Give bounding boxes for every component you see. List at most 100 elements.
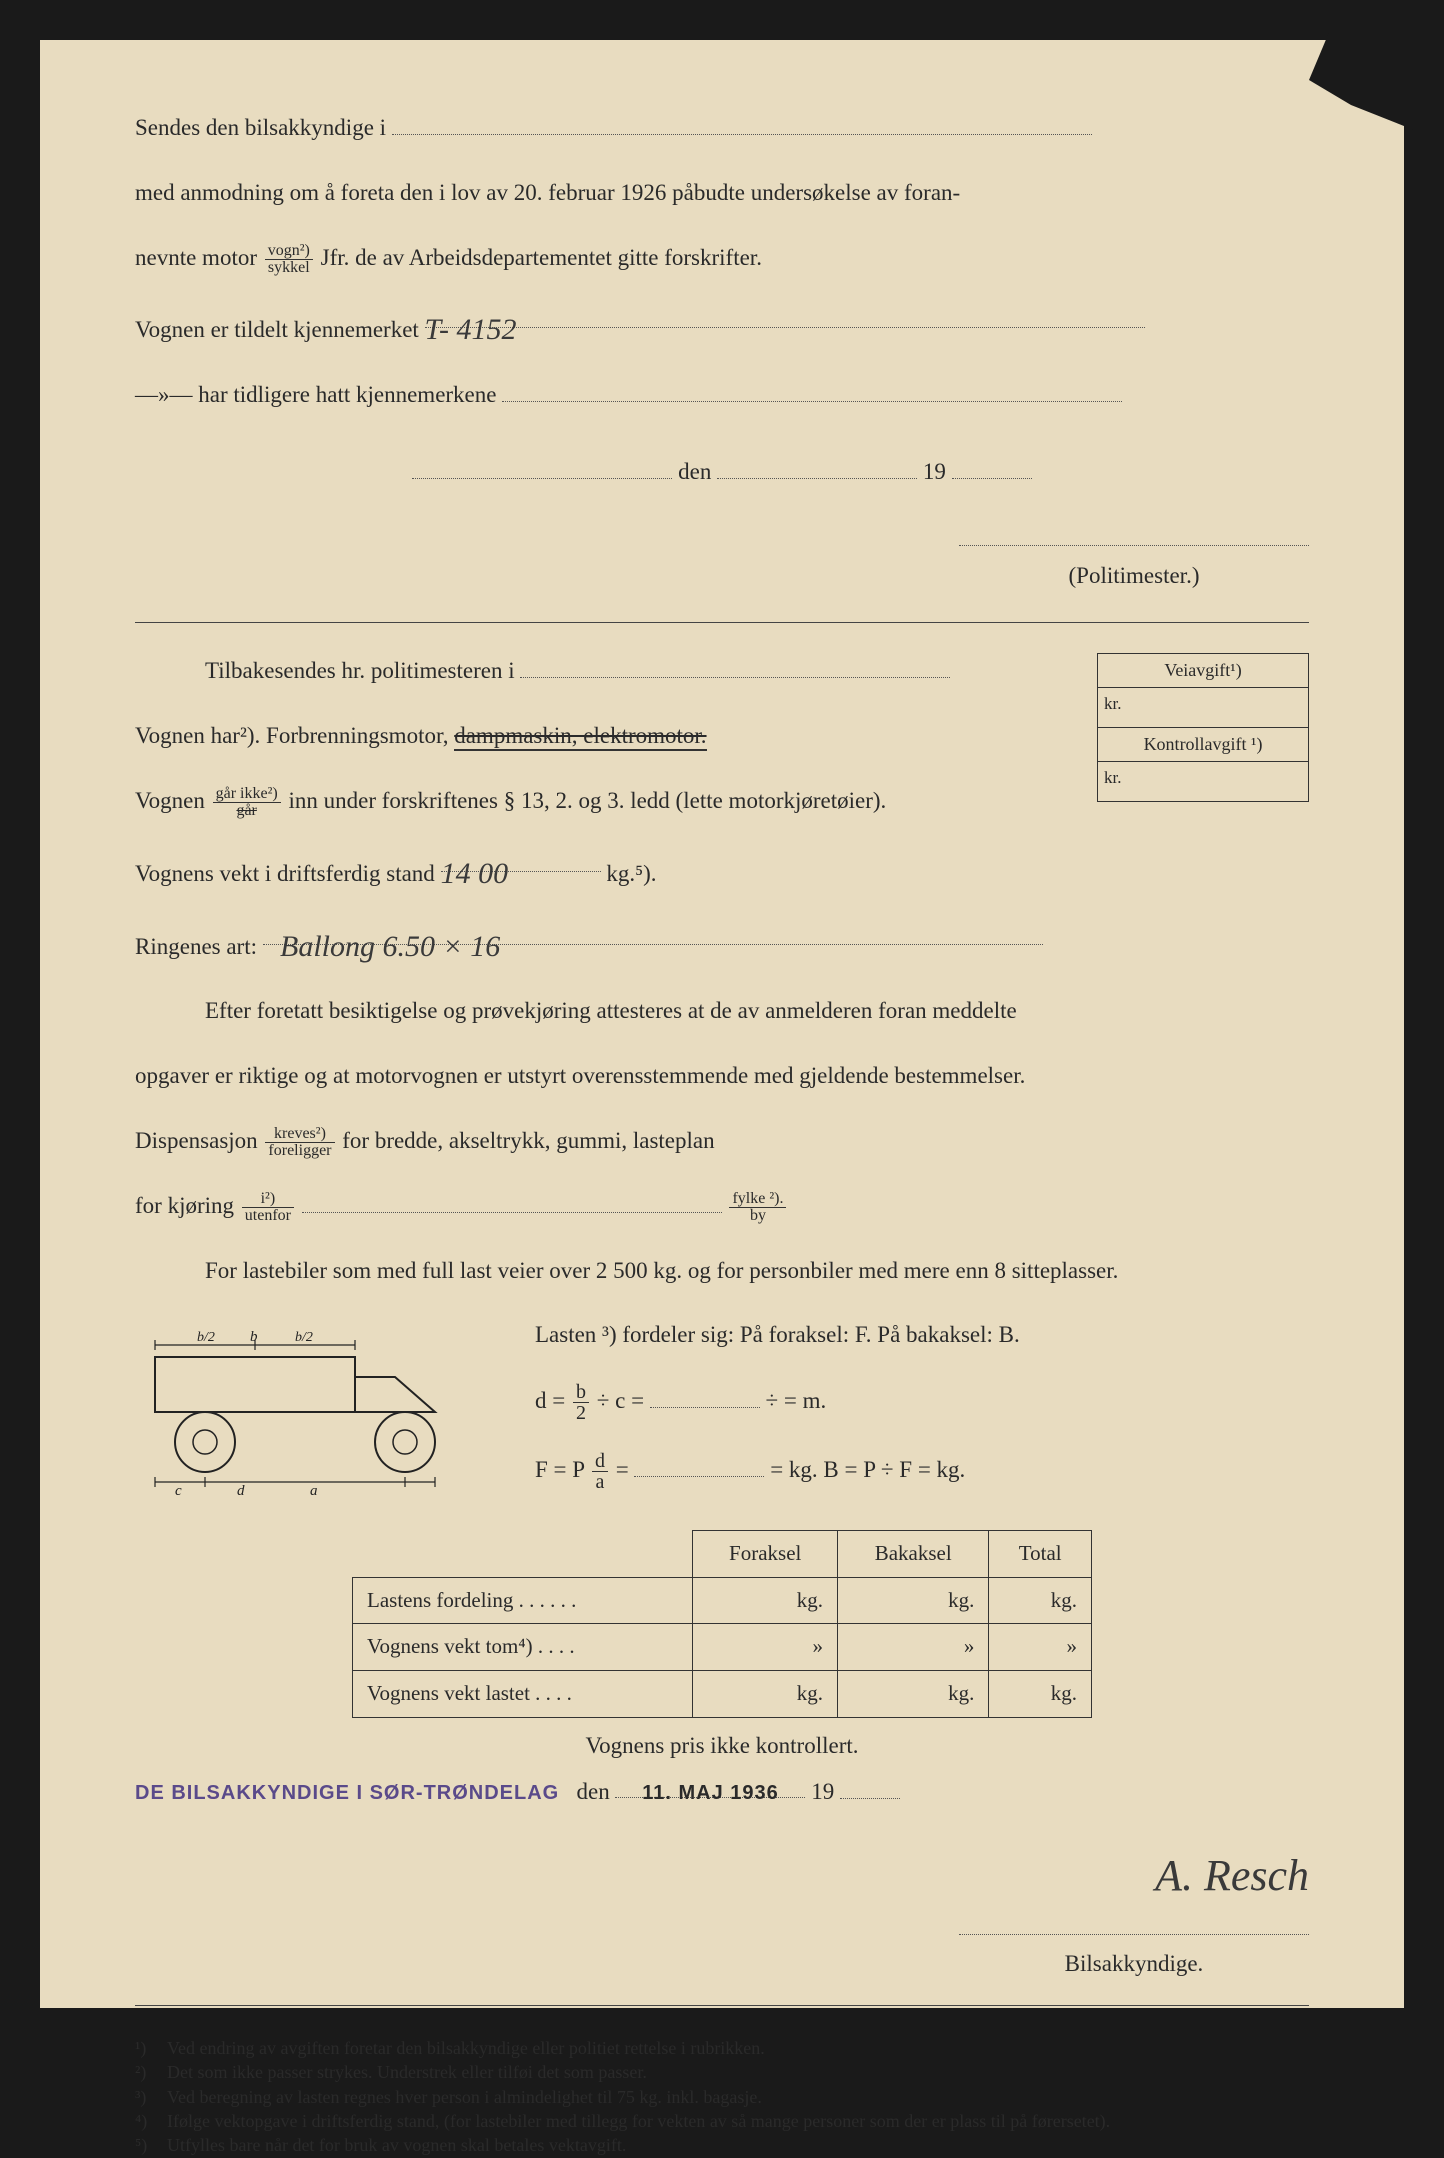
label-politimester: (Politimester.) (959, 558, 1309, 595)
blank-field (717, 455, 917, 479)
line-attest1: Efter foretatt besiktigelse og prøvekjør… (205, 993, 1309, 1030)
text: med anmodning om å foreta den i lov av 2… (135, 180, 960, 205)
text: nevnte motor (135, 245, 257, 270)
fraction-gaar: går ikke²) går (213, 786, 281, 819)
fraction-b2: b 2 (573, 1382, 589, 1423)
field-date: 11. MAJ 1936 (615, 1774, 805, 1798)
text: Ifølge vektopgave i driftsferdig stand, … (167, 2109, 1110, 2133)
table-row: Lastens fordeling . . . . . . kg. kg. kg… (353, 1577, 1092, 1624)
document-page: Sendes den bilsakkyndige i med anmodning… (40, 40, 1404, 2008)
cell: kg. (838, 1577, 989, 1624)
weight-table: Foraksel Bakaksel Total Lastens fordelin… (352, 1530, 1092, 1717)
signature-line (959, 545, 1309, 546)
line-motortype: Vognen har²). Forbrenningsmotor, dampmas… (135, 718, 1309, 755)
cell: kg. (989, 1670, 1092, 1717)
blank-field (302, 1189, 722, 1213)
text: Vognen er tildelt kjennemerket (135, 317, 419, 342)
text: F = P (535, 1457, 584, 1482)
line-politimester: (Politimester.) (135, 521, 1309, 595)
handwritten-value: T- 4152 (425, 313, 517, 346)
text: = kg. B = P ÷ F = kg. (770, 1457, 965, 1482)
text: for kjøring (135, 1193, 234, 1218)
text: Utfylles bare når det for bruk av vognen… (167, 2133, 626, 2157)
text: 19 (923, 459, 946, 484)
cell: kg. (693, 1670, 838, 1717)
cell: » (838, 1624, 989, 1671)
fraction-i: i²) utenfor (242, 1191, 294, 1224)
line-tidligere: —»— har tidligere hatt kjennemerkene (135, 377, 1309, 414)
math-eq2: F = P d a = = kg. B = P ÷ F = kg. (135, 1451, 1309, 1492)
stamp-date-line: DE BILSAKKYNDIGE I SØR-TRØNDELAG den 11.… (135, 1774, 1309, 1811)
cell: » (693, 1624, 838, 1671)
divider (135, 622, 1309, 623)
line-anmodning: med anmodning om å foreta den i lov av 2… (135, 175, 1309, 212)
footnote-4: ⁴)Ifølge vektopgave i driftsferdig stand… (135, 2109, 1309, 2133)
line-pris: Vognens pris ikke kontrollert. (135, 1728, 1309, 1765)
line-kjennemerke: Vognen er tildelt kjennemerket T- 4152 (135, 304, 1309, 349)
footnote-2: ²)Det som ikke passer strykes. Understre… (135, 2060, 1309, 2084)
line-dispensasjon: Dispensasjon kreves²) foreligger for bre… (135, 1123, 1309, 1160)
denominator: 2 (573, 1403, 589, 1423)
line-kjoring: for kjøring i²) utenfor fylke ²). by (135, 1188, 1309, 1225)
text: Ved endring av avgiften foretar den bils… (167, 2036, 765, 2060)
text: Vognens vekt i driftsferdig stand (135, 861, 435, 886)
col-bakaksel: Bakaksel (838, 1531, 989, 1578)
footnotes: ¹)Ved endring av avgiften foretar den bi… (135, 2036, 1309, 2157)
text: kg.⁵). (606, 861, 656, 886)
numerator: vogn²) (265, 243, 313, 260)
mid-section: Veiavgift¹) kr. Kontrollavgift ¹) kr. Ti… (135, 653, 1309, 965)
line-lastebiler: For lastebiler som med full last veier o… (205, 1253, 1309, 1290)
footnote-5: ⁵)Utfylles bare når det for bruk av vogn… (135, 2133, 1309, 2157)
table-header-row: Foraksel Bakaksel Total (353, 1531, 1092, 1578)
divider (135, 2005, 1309, 2006)
numerator: går ikke²) (213, 786, 281, 803)
cell: kg. (693, 1577, 838, 1624)
col-total: Total (989, 1531, 1092, 1578)
line-vekt: Vognens vekt i driftsferdig stand 14 00 … (135, 848, 1309, 893)
fraction-kreves: kreves²) foreligger (265, 1126, 334, 1159)
numerator: d (592, 1451, 608, 1472)
line-ringenes: Ringenes art: Ballong 6.50 × 16 (135, 921, 1309, 966)
cell: kg. (989, 1577, 1092, 1624)
field-ringenes: Ballong 6.50 × 16 (263, 921, 1043, 945)
denominator: utenfor (242, 1208, 294, 1224)
denominator: går (213, 803, 281, 819)
text: den (678, 459, 711, 484)
text: den (577, 1779, 610, 1804)
text: Dispensasjon (135, 1128, 258, 1153)
blank-field (392, 111, 1092, 135)
text: Lasten ³) fordeler sig: På foraksel: F. … (535, 1322, 1020, 1347)
text: Tilbakesendes hr. politimesteren i (205, 658, 515, 683)
col-foraksel: Foraksel (693, 1531, 838, 1578)
denominator: by (729, 1208, 786, 1224)
signature-block: A. Resch Bilsakkyndige. (135, 1839, 1309, 1983)
numerator: kreves²) (265, 1126, 334, 1143)
field-vekt: 14 00 (441, 848, 601, 872)
line-sendes: Sendes den bilsakkyndige i (135, 110, 1309, 147)
date-stamp: 11. MAJ 1936 (642, 1777, 779, 1809)
blank-field (650, 1384, 760, 1408)
text: Sendes den bilsakkyndige i (135, 115, 386, 140)
label-bilsakkyndige: Bilsakkyndige. (959, 1946, 1309, 1983)
table-row: Vognens vekt lastet . . . . kg. kg. kg. (353, 1670, 1092, 1717)
text: d = (535, 1388, 565, 1413)
line-date: den 19 (135, 454, 1309, 491)
text: —»— har tidligere hatt kjennemerkene (135, 382, 496, 407)
blank-field (502, 378, 1122, 402)
denominator: foreligger (265, 1143, 334, 1159)
text: Efter foretatt besiktigelse og prøvekjør… (205, 998, 1017, 1023)
footnote-3: ³)Ved beregning av lasten regnes hver pe… (135, 2085, 1309, 2109)
numerator: b (573, 1382, 589, 1403)
fraction-da: d a (592, 1451, 608, 1492)
blank-field (412, 455, 672, 479)
text: Vognens pris ikke kontrollert. (586, 1733, 859, 1758)
cell: » (989, 1624, 1092, 1671)
text: Jfr. de av Arbeidsdepartementet gitte fo… (321, 245, 762, 270)
field-kjennemerke: T- 4152 (425, 304, 1145, 328)
signature: A. Resch (1155, 1851, 1309, 1900)
row-label: Lastens fordeling . . . . . . (353, 1577, 693, 1624)
fraction-vogn: vogn²) sykkel (265, 243, 313, 276)
math-eq1: d = b 2 ÷ c = ÷ = m. (135, 1382, 1309, 1423)
text: ÷ = m. (766, 1388, 827, 1413)
footnote-1: ¹)Ved endring av avgiften foretar den bi… (135, 2036, 1309, 2060)
